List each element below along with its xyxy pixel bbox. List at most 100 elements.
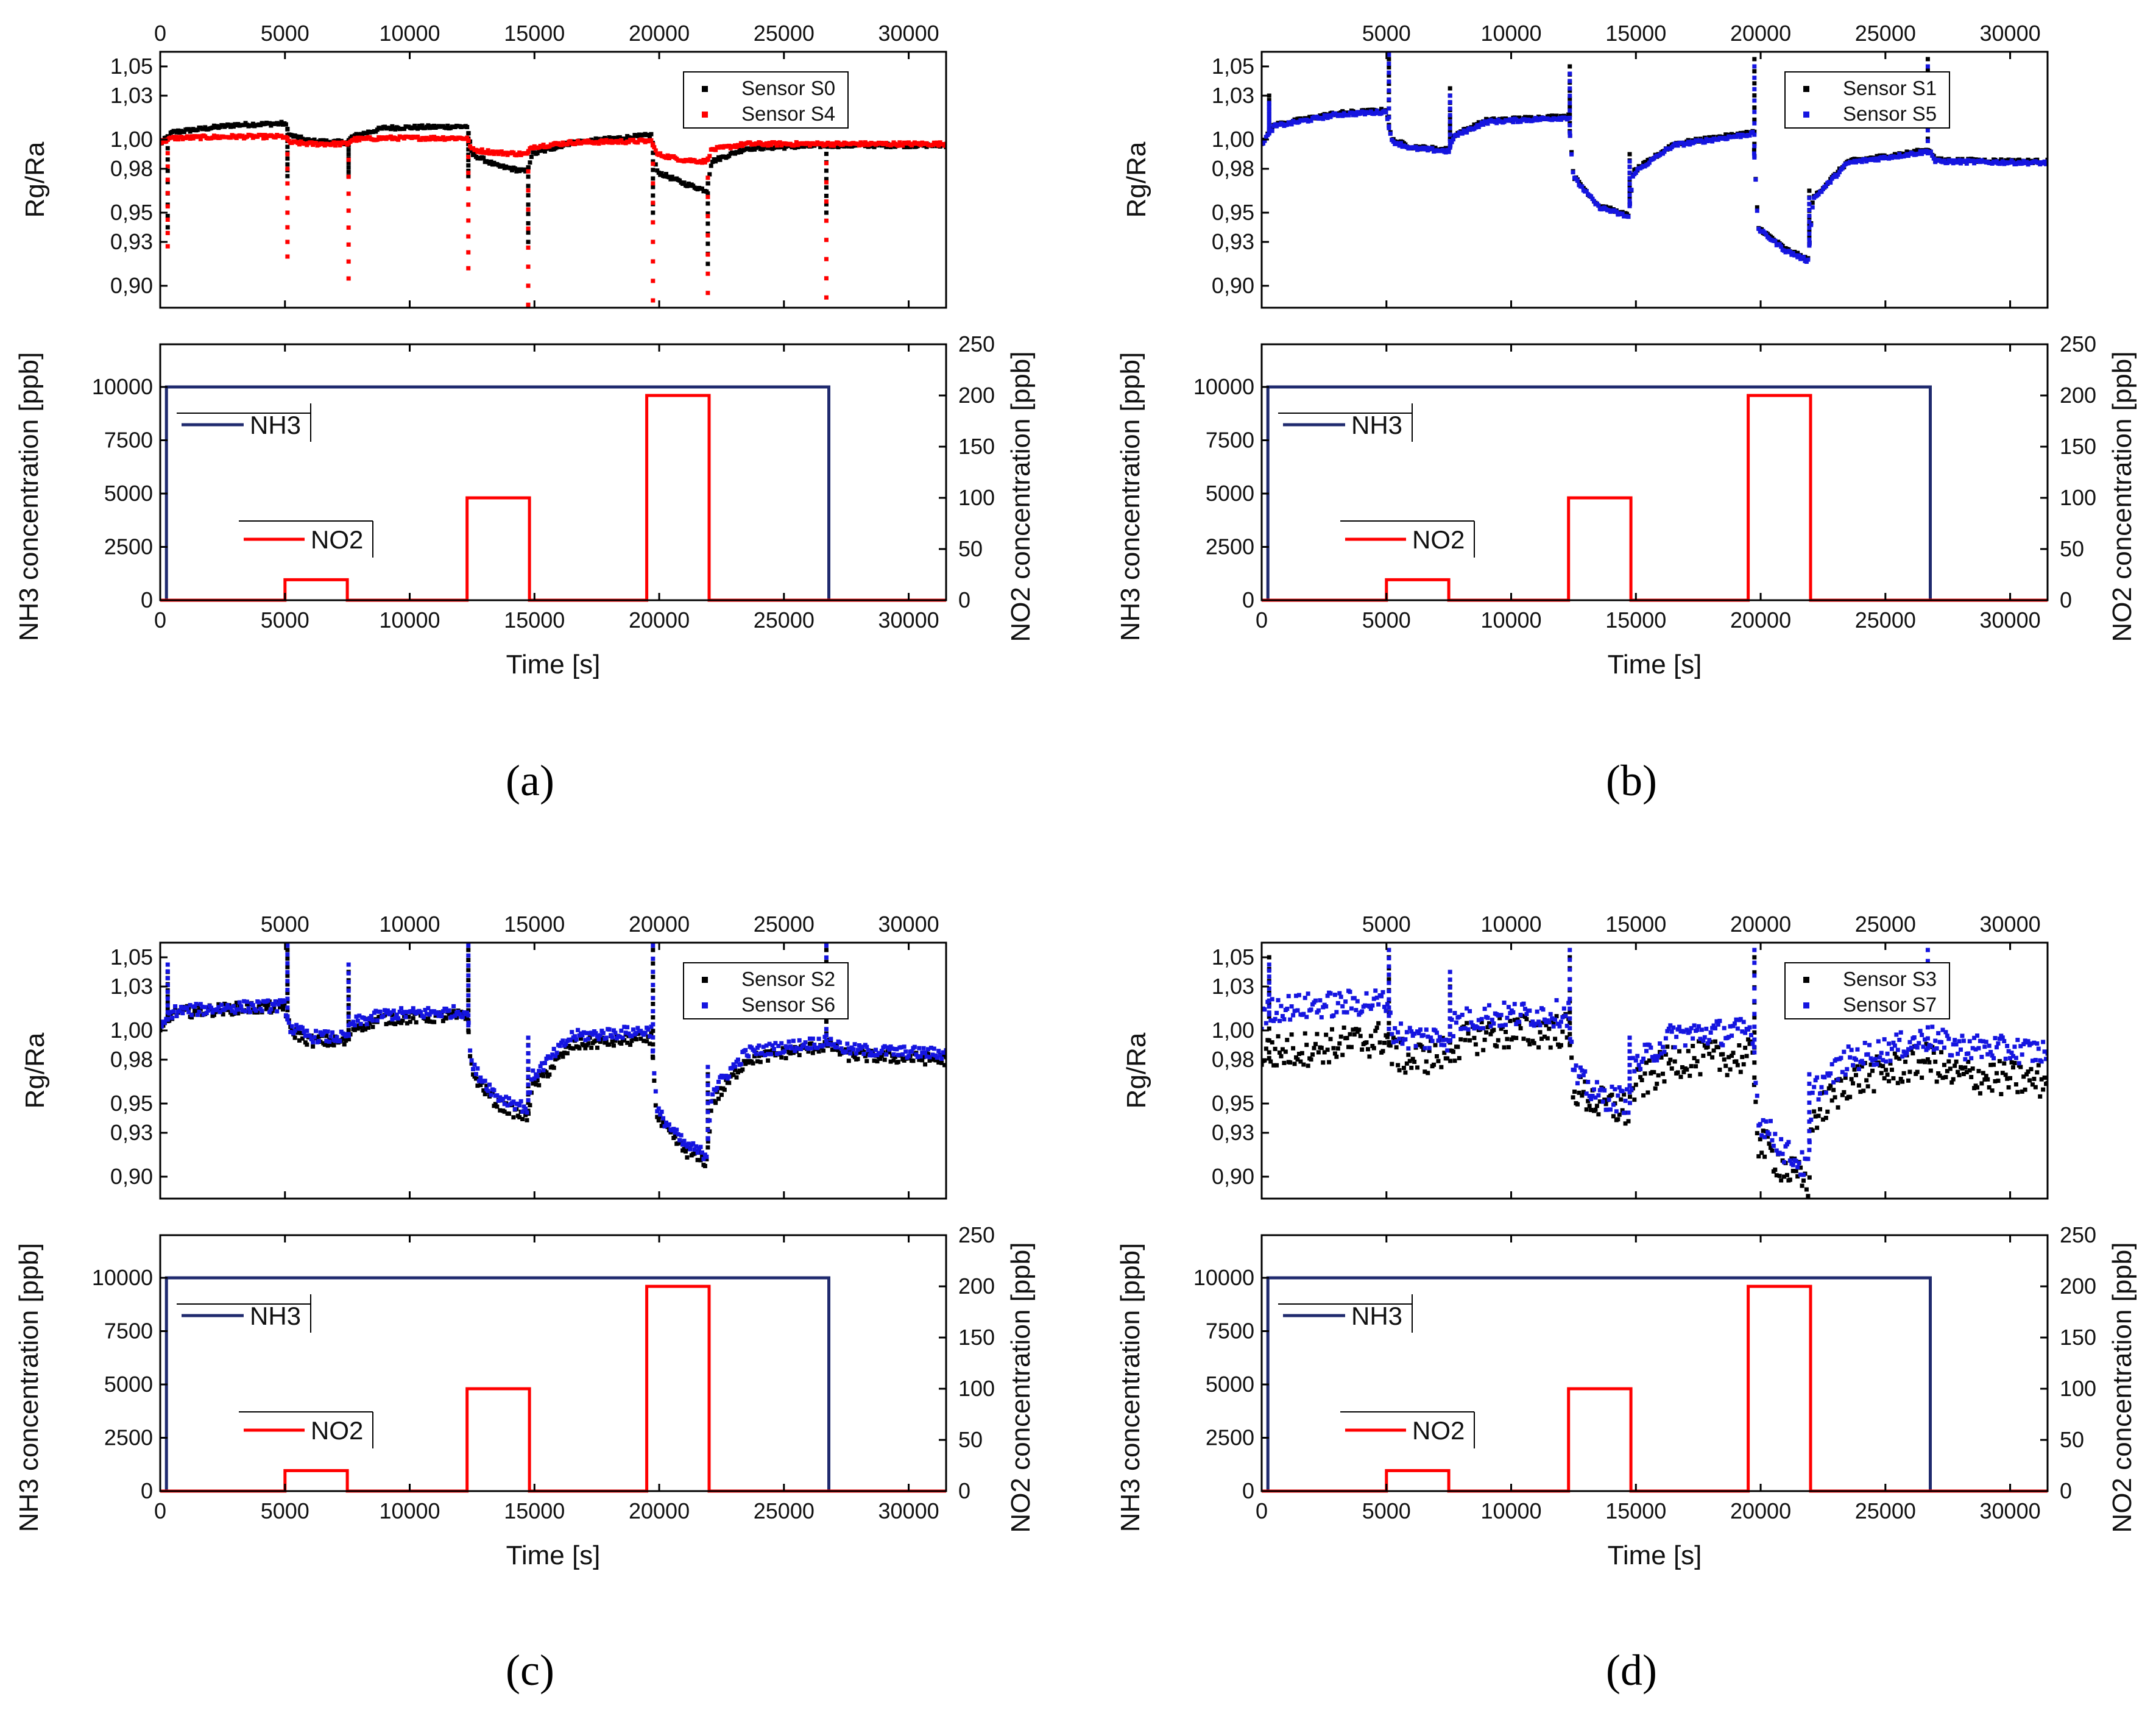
data-point bbox=[1727, 1055, 1731, 1060]
data-point bbox=[263, 133, 267, 138]
data-point bbox=[1270, 129, 1274, 133]
data-point bbox=[1638, 1066, 1643, 1071]
data-point bbox=[1945, 1033, 1949, 1038]
data-point bbox=[652, 1071, 657, 1076]
spike-point bbox=[1752, 970, 1757, 975]
data-point bbox=[662, 174, 667, 179]
top-data-layer bbox=[1262, 948, 2048, 1199]
data-point bbox=[1560, 1015, 1565, 1019]
spike-point bbox=[526, 1043, 531, 1048]
data-point bbox=[1716, 1045, 1720, 1050]
data-point bbox=[1558, 1043, 1563, 1047]
data-point bbox=[1479, 1016, 1484, 1021]
spike-point bbox=[1267, 108, 1271, 113]
data-point bbox=[935, 140, 939, 145]
data-point bbox=[1789, 1156, 1794, 1161]
y-tick-label: 0,95 bbox=[1212, 200, 1254, 225]
spike-point bbox=[285, 144, 290, 149]
data-point bbox=[1502, 1000, 1507, 1005]
data-point bbox=[1840, 1069, 1845, 1074]
spike-point bbox=[651, 239, 656, 244]
data-point bbox=[1669, 1029, 1674, 1034]
data-point bbox=[1301, 1062, 1306, 1067]
data-point bbox=[767, 1041, 772, 1046]
spike-point bbox=[346, 169, 351, 174]
spike-point bbox=[824, 1027, 829, 1032]
data-point bbox=[1365, 1047, 1370, 1052]
data-point bbox=[1302, 1031, 1307, 1036]
data-point bbox=[1976, 1069, 1981, 1074]
data-point bbox=[2015, 1090, 2020, 1094]
spike-point bbox=[824, 177, 829, 182]
spike-point bbox=[1568, 955, 1572, 960]
data-point bbox=[1522, 1007, 1527, 1012]
data-point bbox=[2039, 1077, 2044, 1082]
data-point bbox=[699, 186, 704, 191]
data-point bbox=[1313, 1041, 1318, 1046]
data-point bbox=[1396, 1063, 1401, 1068]
data-point bbox=[316, 1038, 321, 1043]
data-point bbox=[520, 1116, 525, 1121]
data-point bbox=[1511, 119, 1516, 124]
y-tick-label-left: 2500 bbox=[104, 1425, 153, 1450]
data-point bbox=[1982, 1077, 1987, 1082]
spike-point bbox=[1568, 1043, 1572, 1047]
data-point bbox=[1907, 1040, 1912, 1044]
data-point bbox=[777, 1051, 782, 1055]
spike-point bbox=[1752, 1015, 1757, 1020]
data-point bbox=[478, 150, 483, 155]
data-point bbox=[915, 1054, 920, 1059]
spike-point bbox=[466, 171, 471, 175]
data-point bbox=[761, 146, 766, 151]
spike-point bbox=[466, 141, 471, 146]
y-tick-label-left: 7500 bbox=[104, 1319, 153, 1344]
data-point bbox=[1746, 1037, 1751, 1042]
data-point bbox=[607, 1042, 612, 1047]
y-tick-label: 0,98 bbox=[110, 1047, 153, 1072]
data-point bbox=[1963, 1065, 1968, 1070]
data-point bbox=[2003, 1072, 2008, 1077]
spike-point bbox=[466, 1023, 471, 1028]
data-point bbox=[505, 1103, 510, 1108]
data-point bbox=[185, 1006, 189, 1011]
data-point bbox=[896, 1060, 900, 1065]
data-point bbox=[1764, 1119, 1769, 1124]
data-point bbox=[647, 1034, 652, 1039]
spike-point bbox=[466, 138, 471, 143]
spike-point bbox=[526, 245, 531, 250]
data-point bbox=[493, 1102, 498, 1107]
data-point bbox=[1833, 1095, 1837, 1100]
data-point bbox=[1423, 1046, 1427, 1051]
data-point bbox=[2045, 160, 2048, 165]
data-point bbox=[586, 1037, 591, 1041]
x-tick-label: 20000 bbox=[1730, 608, 1791, 633]
data-point bbox=[1465, 1021, 1469, 1026]
data-point bbox=[283, 122, 288, 127]
data-point bbox=[1553, 1037, 1558, 1041]
data-point bbox=[766, 1052, 771, 1057]
data-point bbox=[297, 1038, 302, 1043]
data-point bbox=[411, 1016, 415, 1021]
data-point bbox=[704, 1154, 709, 1159]
spike-point bbox=[165, 976, 170, 980]
spike-point bbox=[346, 140, 351, 145]
spike-point bbox=[824, 1038, 829, 1043]
data-point bbox=[1884, 1068, 1889, 1072]
data-point bbox=[375, 137, 380, 142]
data-point bbox=[1482, 1037, 1487, 1042]
data-point bbox=[1982, 1044, 1987, 1049]
spike-point bbox=[651, 969, 656, 974]
data-point bbox=[1274, 1010, 1279, 1015]
data-point bbox=[1626, 1110, 1631, 1115]
data-point bbox=[673, 1130, 677, 1135]
spike-point bbox=[466, 266, 471, 271]
data-point bbox=[1810, 1090, 1815, 1095]
data-point bbox=[777, 140, 782, 145]
data-point bbox=[1310, 1052, 1315, 1057]
data-point bbox=[517, 150, 522, 155]
data-point bbox=[835, 1042, 839, 1047]
data-point bbox=[1458, 1027, 1463, 1032]
data-point bbox=[1701, 1054, 1706, 1058]
data-point bbox=[1605, 1107, 1610, 1112]
spike-point bbox=[466, 250, 471, 255]
